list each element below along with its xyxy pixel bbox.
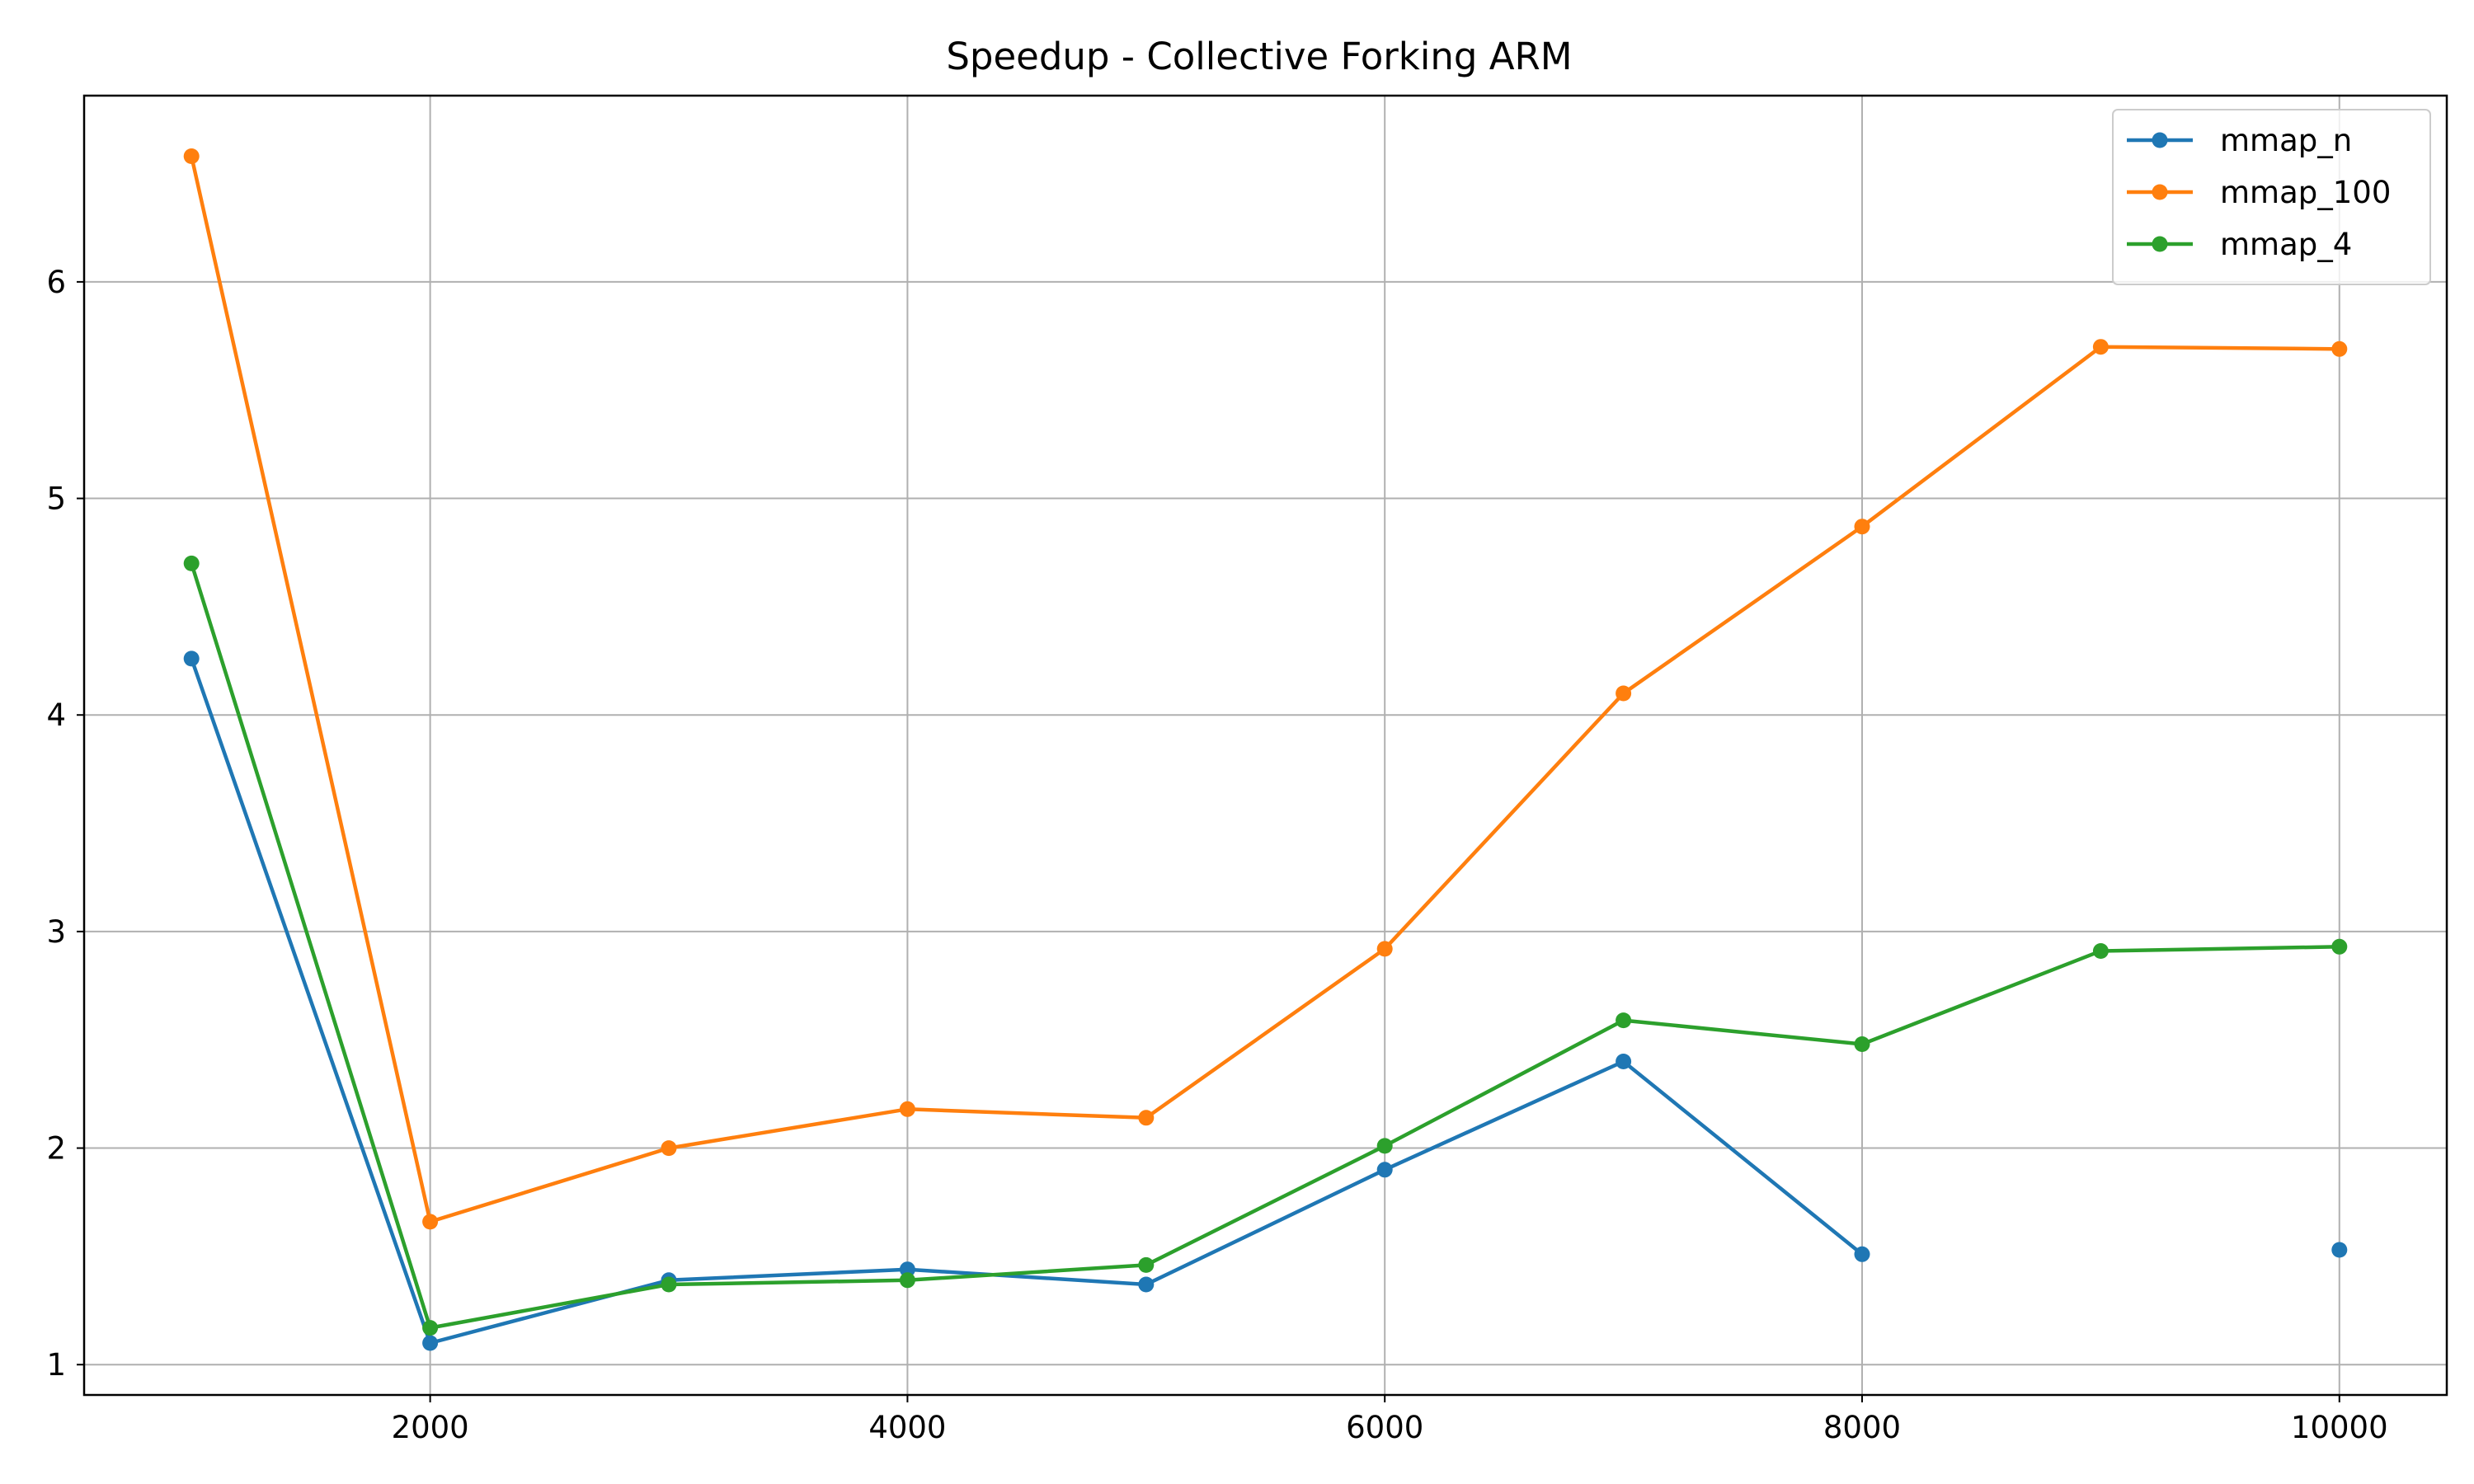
data-point-mmap_100-2000 [422, 1214, 439, 1230]
x-tick-label-4000: 4000 [868, 1410, 946, 1445]
y-tick-label-3: 3 [46, 914, 66, 950]
x-tick-label-10000: 10000 [2291, 1410, 2388, 1445]
data-point-mmap_n-6000 [1376, 1162, 1393, 1178]
data-point-mmap_n-5000 [1138, 1276, 1155, 1293]
series-line-mmap_n-0 [189, 656, 1865, 1345]
data-point-mmap_100-6000 [1376, 941, 1393, 957]
y-tick-label-4: 4 [46, 697, 66, 733]
x-tick-label-6000: 6000 [1346, 1410, 1423, 1445]
data-point-mmap_4-8000 [1854, 1036, 1870, 1052]
legend-swatch-marker-mmap_100 [2152, 184, 2168, 200]
data-point-mmap_4-3000 [661, 1276, 677, 1293]
data-point-mmap_n-4000 [899, 1261, 915, 1278]
data-point-mmap_100-3000 [661, 1140, 677, 1157]
data-point-mmap_n-7000 [1616, 1054, 1632, 1069]
data-point-mmap_100-5000 [1138, 1110, 1155, 1126]
plot-frame [82, 94, 2448, 1397]
data-point-mmap_4-1000 [183, 555, 200, 571]
data-point-mmap_4-5000 [1138, 1256, 1155, 1273]
data-point-mmap_4-9000 [2092, 943, 2109, 959]
data-point-mmap_100-7000 [1616, 685, 1632, 702]
data-point-mmap_4-7000 [1616, 1012, 1632, 1029]
legend-swatch-marker-mmap_n [2152, 132, 2168, 148]
data-point-mmap_n-10000 [2331, 1242, 2348, 1258]
y-tick-label-2: 2 [46, 1131, 66, 1167]
grid-lines [84, 96, 2447, 1395]
series-line-mmap_4-0 [189, 561, 2342, 1330]
series-line-mmap_100-0 [189, 153, 2342, 1224]
data-point-mmap_100-9000 [2092, 339, 2109, 355]
chart-title: Speedup - Collective Forking ARM [946, 35, 1572, 78]
legend-label-mmap_4: mmap_4 [2220, 227, 2352, 262]
data-point-mmap_n-2000 [422, 1335, 439, 1351]
data-point-mmap_n-1000 [183, 650, 200, 667]
data-point-mmap_100-8000 [1854, 519, 1870, 535]
data-point-mmap_4-2000 [422, 1320, 439, 1336]
series-layer [183, 148, 2348, 1351]
y-tick-label-6: 6 [46, 265, 66, 300]
legend: mmap_n mmap_100 mmap_4 [2112, 109, 2431, 285]
legend-swatch-marker-mmap_4 [2152, 236, 2168, 252]
legend-box [2112, 109, 2431, 285]
data-point-mmap_4-4000 [899, 1272, 915, 1289]
data-point-mmap_n-8000 [1854, 1246, 1870, 1262]
data-point-mmap_4-6000 [1376, 1138, 1393, 1154]
y-tick-label-5: 5 [46, 481, 66, 517]
axis-ticks: 2000 4000 6000 8000 10000 1 2 3 4 5 6 [46, 265, 2387, 1445]
data-point-mmap_100-1000 [183, 148, 200, 164]
y-tick-label-1: 1 [46, 1347, 66, 1383]
data-point-mmap_100-4000 [899, 1101, 915, 1117]
series-mmap_100 [183, 148, 2348, 1230]
x-tick-label-8000: 8000 [1823, 1410, 1901, 1445]
data-point-mmap_4-10000 [2331, 938, 2348, 955]
series-mmap_n [183, 650, 2348, 1351]
data-point-mmap_100-10000 [2331, 340, 2348, 357]
legend-label-mmap_n: mmap_n [2220, 123, 2352, 158]
x-tick-label-2000: 2000 [392, 1410, 469, 1445]
legend-label-mmap_100: mmap_100 [2220, 175, 2391, 210]
series-mmap_4 [183, 555, 2348, 1336]
